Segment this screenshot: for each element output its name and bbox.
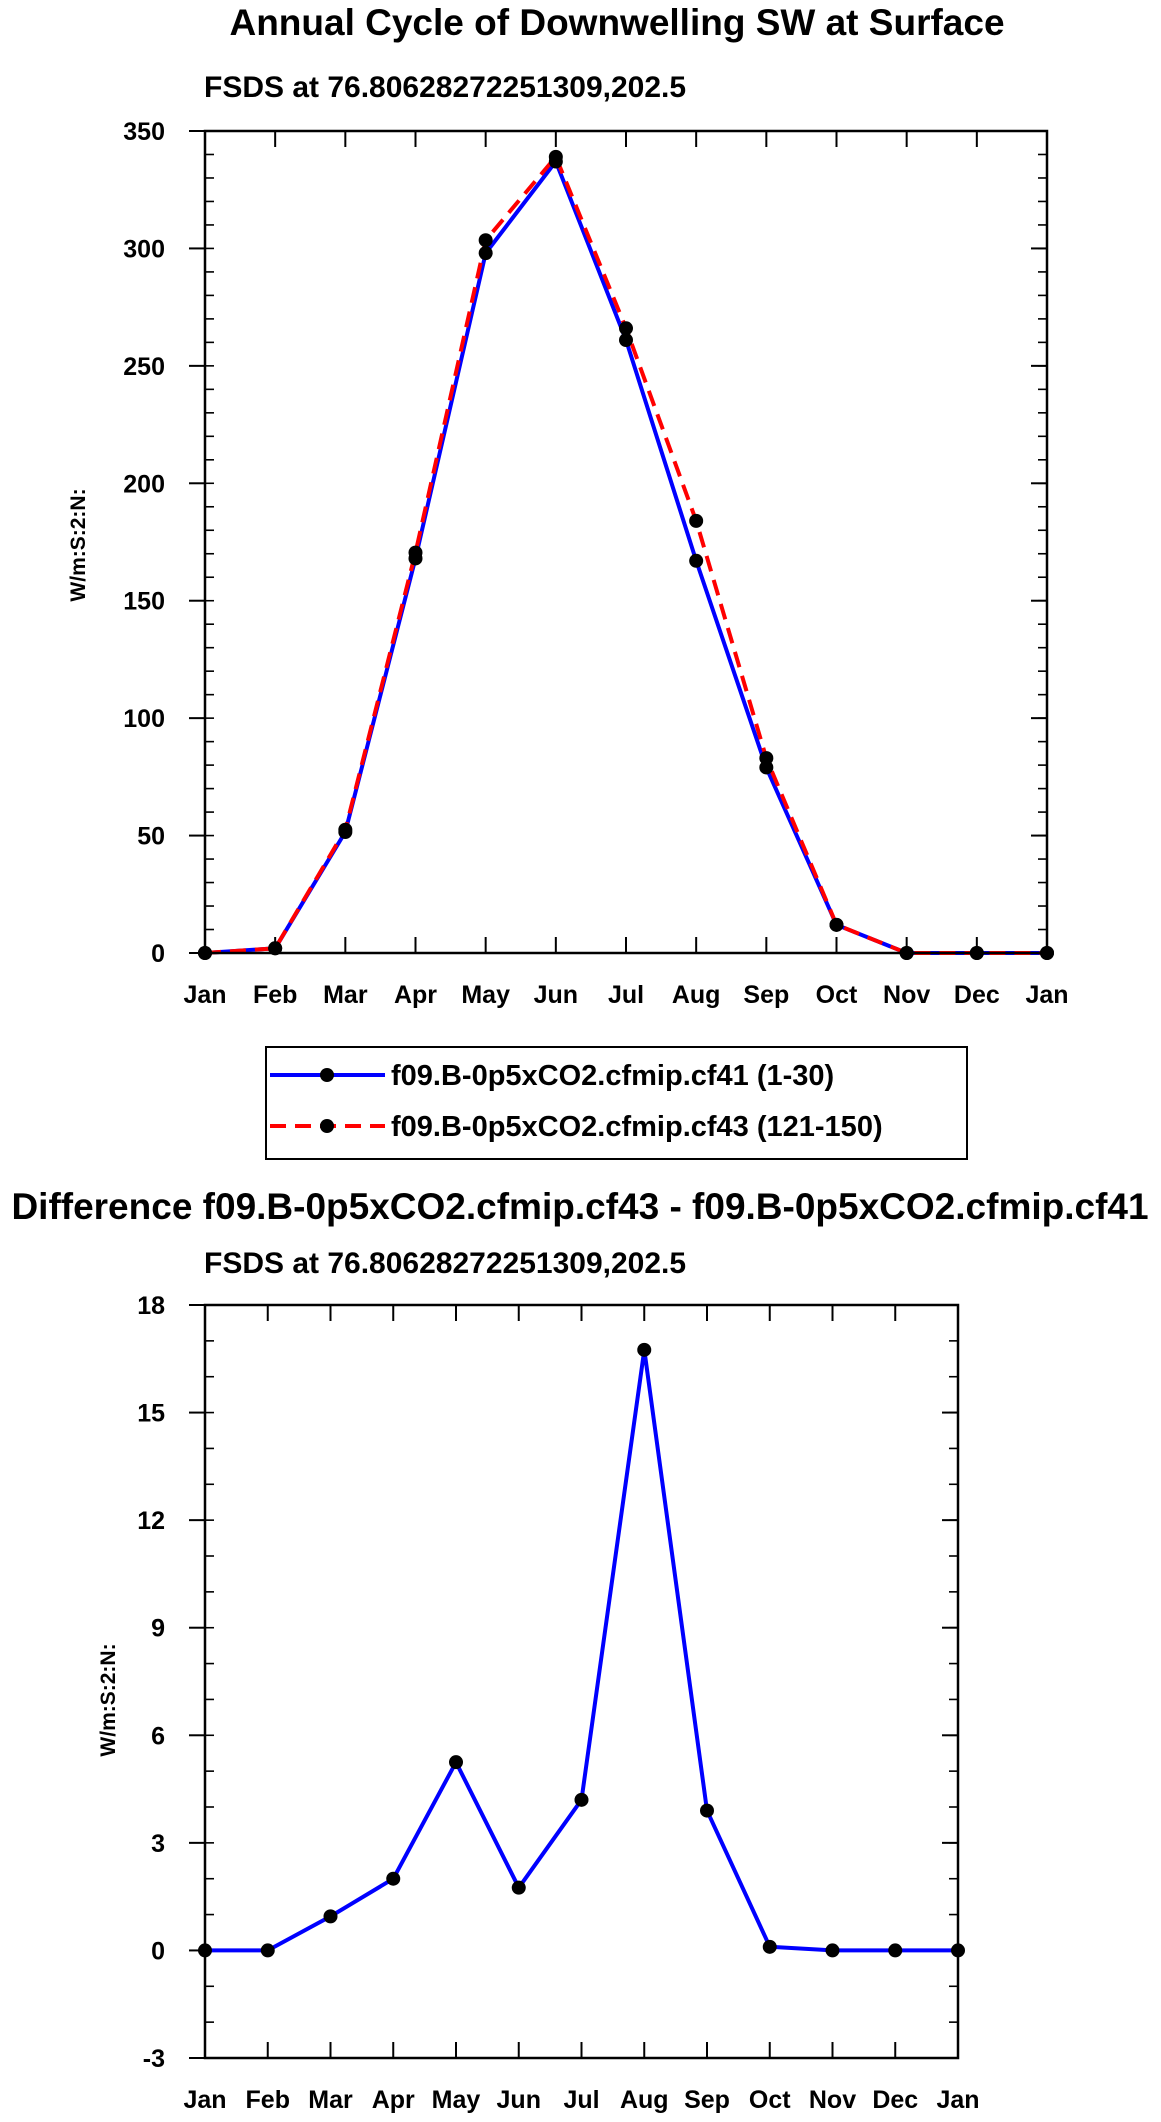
series-line-0 (204, 159, 1047, 955)
y-tick-label: 150 (123, 588, 165, 616)
x-tick-label: Jan (1025, 981, 1068, 1009)
y-tick-label: 15 (137, 1400, 165, 1428)
x-tick-label: May (461, 981, 510, 1009)
x-tick-label: Jun (534, 981, 578, 1009)
series-point-1 (829, 917, 844, 932)
series-point-0 (689, 553, 704, 568)
series-point-0 (574, 1792, 589, 1807)
x-tick-label: Aug (620, 2086, 669, 2114)
series-line-0 (205, 1347, 958, 1953)
series-point-1 (689, 513, 704, 528)
x-tick-label: Feb (253, 981, 297, 1009)
y-tick-label: 300 (123, 235, 165, 263)
series-point-0 (323, 1909, 338, 1924)
x-tick-label: Jan (183, 981, 226, 1009)
x-tick-label: Jul (563, 2086, 599, 2114)
x-tick-label: Sep (743, 981, 789, 1009)
series-point-0 (511, 1880, 526, 1895)
chart1-ylabel: W/m:S:2:N: (67, 488, 90, 601)
x-tick-label: Mar (308, 2086, 353, 2114)
chart2-subtitle: FSDS at 76.80628272251309,202.5 (204, 1247, 686, 1280)
series-point-0 (825, 1943, 840, 1958)
x-tick-label: Aug (672, 981, 721, 1009)
x-tick-label: May (432, 2086, 481, 2114)
y-tick-label: 6 (151, 1722, 165, 1750)
x-tick-label: Dec (872, 2086, 918, 2114)
legend-label-cf43: f09.B-0p5xCO2.cfmip.cf43 (121-150) (391, 1111, 883, 1143)
y-tick-label: 250 (123, 353, 165, 381)
x-tick-label: Jan (936, 2086, 979, 2114)
series-point-0 (888, 1943, 903, 1958)
chart1-subtitle: FSDS at 76.80628272251309,202.5 (204, 71, 686, 104)
x-tick-label: Oct (816, 981, 858, 1009)
y-tick-label: 350 (123, 118, 165, 146)
x-tick-label: Nov (809, 2086, 856, 2114)
chart1-title: Annual Cycle of Downwelling SW at Surfac… (229, 2, 1004, 43)
chart2-frame (203, 1303, 960, 2060)
series-point-1 (408, 545, 423, 560)
y-tick-label: 18 (137, 1292, 165, 1320)
chart2-plot-area: Jan Feb Mar Apr May Jun Jul Aug Sep Oct Nov Dec Jan-… (137, 1292, 979, 2114)
x-tick-label: Sep (684, 2086, 730, 2114)
chart1-frame (203, 129, 1049, 955)
series-point-1 (548, 149, 563, 164)
x-tick-label: Jan (183, 2086, 226, 2114)
series-point-0 (619, 333, 633, 348)
x-tick-label: Nov (883, 981, 930, 1009)
y-tick-label: -3 (143, 2045, 165, 2073)
x-tick-label: Feb (246, 2086, 290, 2114)
series-point-0 (762, 1939, 777, 1954)
series-point-1 (619, 321, 633, 336)
series-point-0 (700, 1803, 714, 1818)
series-point-0 (386, 1871, 401, 1886)
series-line-1 (204, 154, 1047, 955)
chart2-title: Difference f09.B-0p5xCO2.cfmip.cf43 - f0… (11, 1186, 1148, 1227)
x-tick-label: Dec (954, 981, 1000, 1009)
series-point-0 (449, 1755, 463, 1770)
legend-box (265, 1046, 968, 1160)
legend-marker-cf43 (320, 1119, 334, 1133)
x-tick-label: Mar (323, 981, 368, 1009)
chart1-legend: f09.B-0p5xCO2.cfmip.cf41 (1-30) f09.B-0p… (265, 1046, 968, 1160)
y-tick-label: 12 (137, 1507, 165, 1535)
x-tick-label: Jun (497, 2086, 541, 2114)
series-point-1 (478, 233, 493, 248)
y-tick-label: 0 (151, 1937, 165, 1965)
x-tick-label: Jul (608, 981, 644, 1009)
x-tick-label: Apr (372, 2086, 415, 2114)
series-point-1 (759, 751, 774, 766)
y-tick-label: 50 (137, 823, 165, 851)
series-point-0 (478, 246, 493, 261)
x-tick-label: Oct (749, 2086, 791, 2114)
y-tick-label: 9 (151, 1615, 165, 1643)
series-point-0 (637, 1342, 652, 1357)
y-tick-label: 200 (123, 470, 165, 498)
chart1-plot-area: Jan Feb Mar Apr May Jun Jul Aug Sep Oct Nov Dec Jan 0… (123, 118, 1068, 1009)
series-point-0 (260, 1943, 275, 1958)
legend-marker-cf41 (320, 1068, 334, 1082)
legend-label-cf41: f09.B-0p5xCO2.cfmip.cf41 (1-30) (391, 1060, 834, 1092)
y-tick-label: 100 (123, 705, 165, 733)
chart2-ylabel: W/m:S:2:N: (97, 1643, 120, 1756)
y-tick-label: 0 (151, 940, 165, 968)
y-tick-label: 3 (151, 1830, 165, 1858)
series-point-1 (338, 822, 353, 837)
x-tick-label: Apr (394, 981, 437, 1009)
